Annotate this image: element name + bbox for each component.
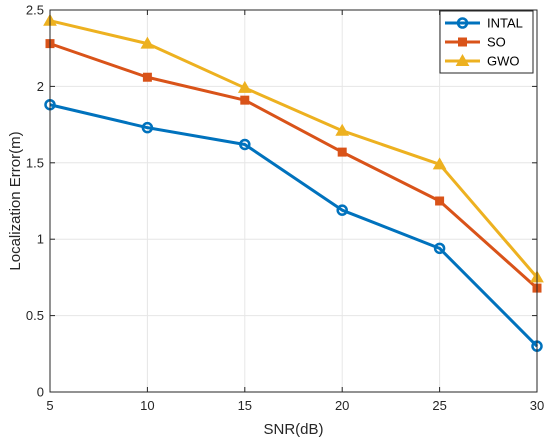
legend: INTAL SO GWO bbox=[439, 10, 534, 74]
axes bbox=[49, 9, 538, 393]
y-tick-label: 1.5 bbox=[26, 155, 44, 170]
legend-marker-so bbox=[458, 37, 467, 47]
x-axis-label: SNR(dB) bbox=[263, 421, 323, 438]
ticks: 5 10 15 20 25 30 0 0.5 1 1.5 2 2.5 bbox=[26, 3, 544, 414]
x-tick-label: 10 bbox=[140, 398, 154, 413]
data-point-so bbox=[142, 72, 152, 82]
series-line-so bbox=[49, 42, 538, 290]
data-point-gwo bbox=[237, 80, 252, 93]
series-line-intal bbox=[49, 103, 539, 348]
data-point-so bbox=[337, 147, 347, 157]
plot-frame bbox=[49, 9, 538, 393]
legend-item-gwo: GWO bbox=[445, 54, 520, 69]
legend-label-so: SO bbox=[487, 35, 506, 50]
series-gwo bbox=[43, 13, 544, 283]
x-tick-label: 25 bbox=[432, 398, 446, 413]
series-line-gwo bbox=[49, 19, 539, 279]
y-tick-label: 2.5 bbox=[26, 3, 44, 18]
data-point-so bbox=[435, 196, 445, 206]
legend-item-intal: INTAL bbox=[445, 16, 523, 31]
series-layer bbox=[43, 13, 544, 352]
legend-marker-intal bbox=[456, 17, 469, 29]
data-point-gwo bbox=[335, 123, 350, 136]
y-tick-label: 1 bbox=[37, 232, 44, 247]
x-tick-label: 15 bbox=[238, 398, 252, 413]
legend-label-intal: INTAL bbox=[487, 16, 523, 31]
data-point-gwo bbox=[432, 157, 447, 170]
x-tick-label: 30 bbox=[530, 398, 544, 413]
legend-item-so: SO bbox=[445, 35, 506, 50]
y-tick-label: 2 bbox=[37, 79, 44, 94]
series-so bbox=[45, 39, 542, 293]
y-tick-label: 0.5 bbox=[26, 308, 44, 323]
data-point-intal bbox=[433, 242, 446, 255]
y-axis-label: Localization Error(m) bbox=[7, 131, 24, 270]
data-point-so bbox=[240, 95, 250, 105]
data-point-intal bbox=[239, 138, 251, 151]
y-tick-label: 0 bbox=[37, 385, 44, 400]
data-point-intal bbox=[336, 204, 348, 216]
data-point-gwo bbox=[140, 36, 155, 49]
data-point-intal bbox=[141, 121, 154, 134]
x-tick-label: 20 bbox=[335, 398, 349, 413]
legend-marker-gwo bbox=[455, 53, 470, 66]
x-tick-label: 5 bbox=[46, 398, 53, 413]
legend-label-gwo: GWO bbox=[487, 54, 520, 69]
